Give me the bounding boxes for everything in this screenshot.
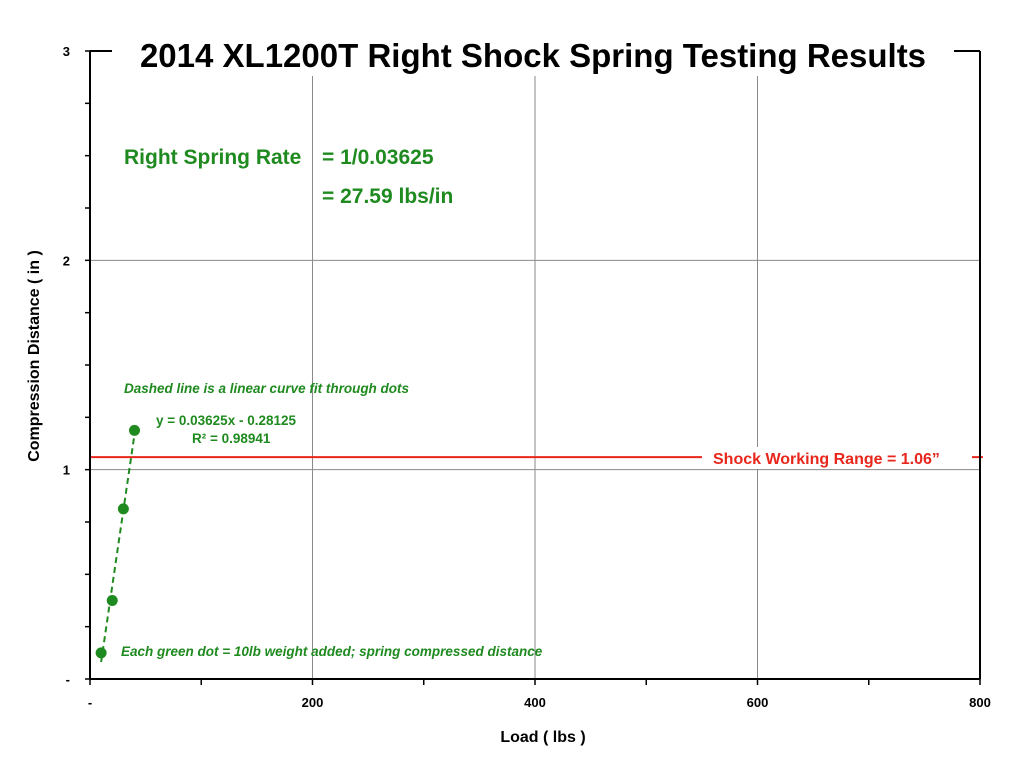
spring-rate-value: = 27.59 lbs/in bbox=[322, 185, 453, 208]
chart-title: 2014 XL1200T Right Shock Spring Testing … bbox=[140, 37, 926, 74]
data-point bbox=[129, 424, 140, 436]
y-tick-label: 1 bbox=[63, 463, 70, 478]
x-tick-label: 600 bbox=[747, 695, 769, 710]
spring-rate-label: Right Spring Rate bbox=[124, 146, 301, 169]
data-point bbox=[117, 503, 129, 515]
y-axis-title: Compression Distance ( in ) bbox=[26, 250, 43, 462]
y-tick-label: 2 bbox=[63, 253, 70, 268]
grid-lines bbox=[90, 51, 980, 679]
fit-line-group bbox=[100, 434, 136, 663]
x-tick-label: 800 bbox=[969, 695, 991, 710]
data-point bbox=[95, 647, 107, 659]
r-squared: R² = 0.98941 bbox=[192, 431, 271, 446]
reference-line-label: Shock Working Range = 1.06” bbox=[713, 451, 940, 468]
x-tick-label: 200 bbox=[302, 695, 324, 710]
x-tick-label: 400 bbox=[524, 695, 546, 710]
y-tick-labels: - 1 2 3 bbox=[63, 44, 70, 687]
dot-note: Each green dot = 10lb weight added; spri… bbox=[121, 644, 543, 659]
y-tick-label: 3 bbox=[63, 44, 70, 59]
x-tick-labels: - 200 400 600 800 bbox=[88, 695, 991, 710]
data-points bbox=[95, 424, 140, 659]
title-background bbox=[112, 34, 954, 76]
fit-line bbox=[100, 434, 136, 663]
reference-label-background bbox=[702, 447, 972, 469]
fit-equation: y = 0.03625x - 0.28125 bbox=[156, 413, 296, 428]
x-axis-title: Load ( lbs ) bbox=[500, 729, 585, 746]
data-point bbox=[106, 595, 118, 606]
y-tick-label: - bbox=[66, 672, 70, 687]
fit-line-note: Dashed line is a linear curve fit throug… bbox=[124, 381, 410, 396]
x-tick-label: - bbox=[88, 695, 92, 710]
spring-rate-formula: = 1/0.03625 bbox=[322, 146, 434, 169]
